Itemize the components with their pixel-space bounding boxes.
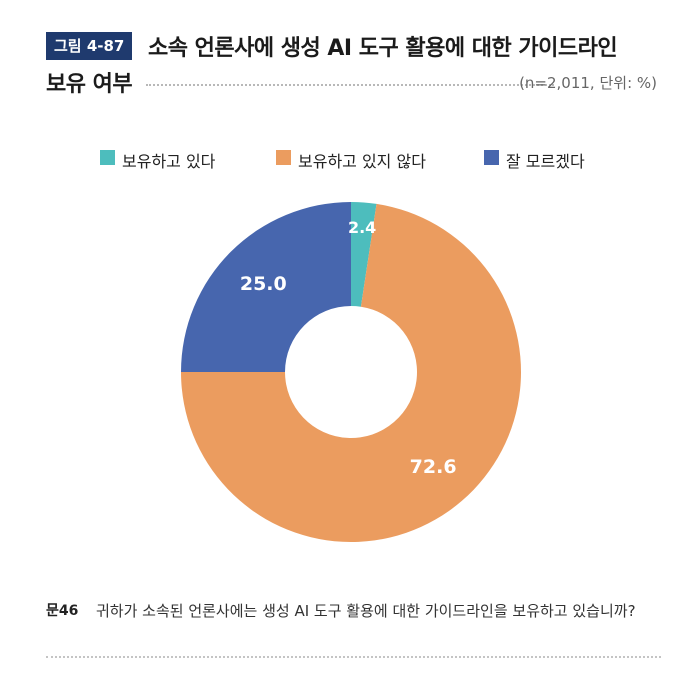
donut-slices: [181, 202, 521, 542]
legend-label-not-sure: 잘 모르겠다: [506, 152, 585, 171]
chart-title: 소속 언론사에 생성 AI 도구 활용에 대한 가이드라인: [148, 36, 618, 61]
donut-slice-not-sure: [181, 202, 351, 372]
value-label-has-guideline: 2.4: [348, 218, 376, 237]
legend-label-has-guideline: 보유하고 있다: [122, 152, 216, 171]
legend-label-no-guideline: 보유하고 있지 않다: [298, 152, 426, 171]
legend-swatch-has-guideline: [100, 150, 115, 165]
sample-and-unit-note: (n=2,011, 단위: %): [519, 74, 657, 92]
donut-slice-has-guideline: [351, 202, 377, 307]
value-label-no-guideline: 72.6: [410, 456, 457, 478]
legend-swatch-not-sure: [484, 150, 499, 165]
value-label-not-sure: 25.0: [240, 273, 287, 295]
footer-divider: [46, 656, 661, 658]
donut-value-labels: 2.4 72.6 25.0: [240, 218, 457, 478]
figure-label: 그림 4-87: [46, 32, 133, 60]
legend-swatch-no-guideline: [276, 150, 291, 165]
question-number: 문46: [46, 603, 79, 619]
title-divider: [146, 84, 554, 86]
question-text: 귀하가 소속된 언론사에는 생성 AI 도구 활용에 대한 가이드라인을 보유하…: [96, 602, 636, 620]
donut-slice-no-guideline: [181, 203, 521, 542]
chart-title-continued: 보유 여부: [46, 72, 133, 97]
